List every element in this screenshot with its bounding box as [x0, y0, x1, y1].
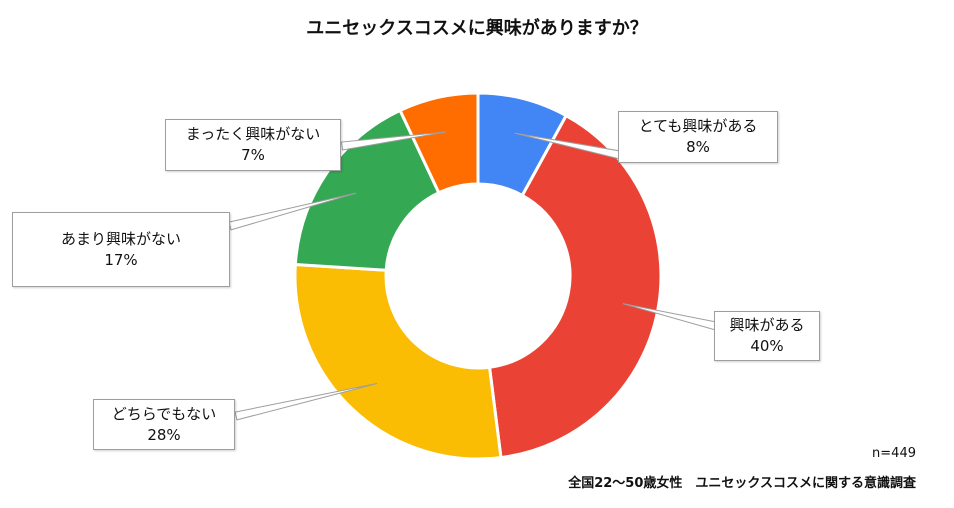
callout-interested: 興味がある 40% [714, 311, 820, 361]
slice-not-very-interested [293, 108, 441, 272]
callout-leader-line [228, 192, 357, 231]
slice-label: とても興味がある [638, 117, 758, 135]
donut-slices [293, 91, 663, 461]
slice-value: 28% [147, 425, 181, 444]
survey-source-note: 全国22〜50歳女性 ユニセックスコスメに関する意識調査 [568, 476, 916, 491]
callout-leader-line [340, 131, 446, 151]
callout-neutral: どちらでもない 28% [93, 399, 235, 450]
slice-label: どちらでもない [111, 404, 217, 423]
slice-not-interested-at-all [398, 91, 480, 195]
callout-very-interested: とても興味がある 8% [618, 111, 778, 163]
sample-size-note: n=449 [872, 446, 916, 461]
chart-title: ユニセックスコスメに興味がありますか？ [306, 18, 648, 39]
slice-value: 40% [750, 337, 784, 355]
slice-value: 8% [686, 138, 710, 156]
slice-label: あまり興味がない [60, 229, 181, 248]
slice-label: 興味がある [729, 316, 805, 334]
callout-leaders [228, 131, 718, 421]
slice-value: 7% [241, 146, 265, 164]
slice-value: 17% [104, 250, 138, 269]
slice-neutral [293, 262, 503, 461]
slice-interested [487, 113, 663, 460]
callout-not-interested-at-all: まったく興味がない 7% [165, 119, 341, 171]
slice-label: まったく興味がない [185, 125, 321, 143]
callout-leader-line [234, 383, 378, 421]
callout-not-very-interested: あまり興味がない 17% [12, 212, 230, 287]
